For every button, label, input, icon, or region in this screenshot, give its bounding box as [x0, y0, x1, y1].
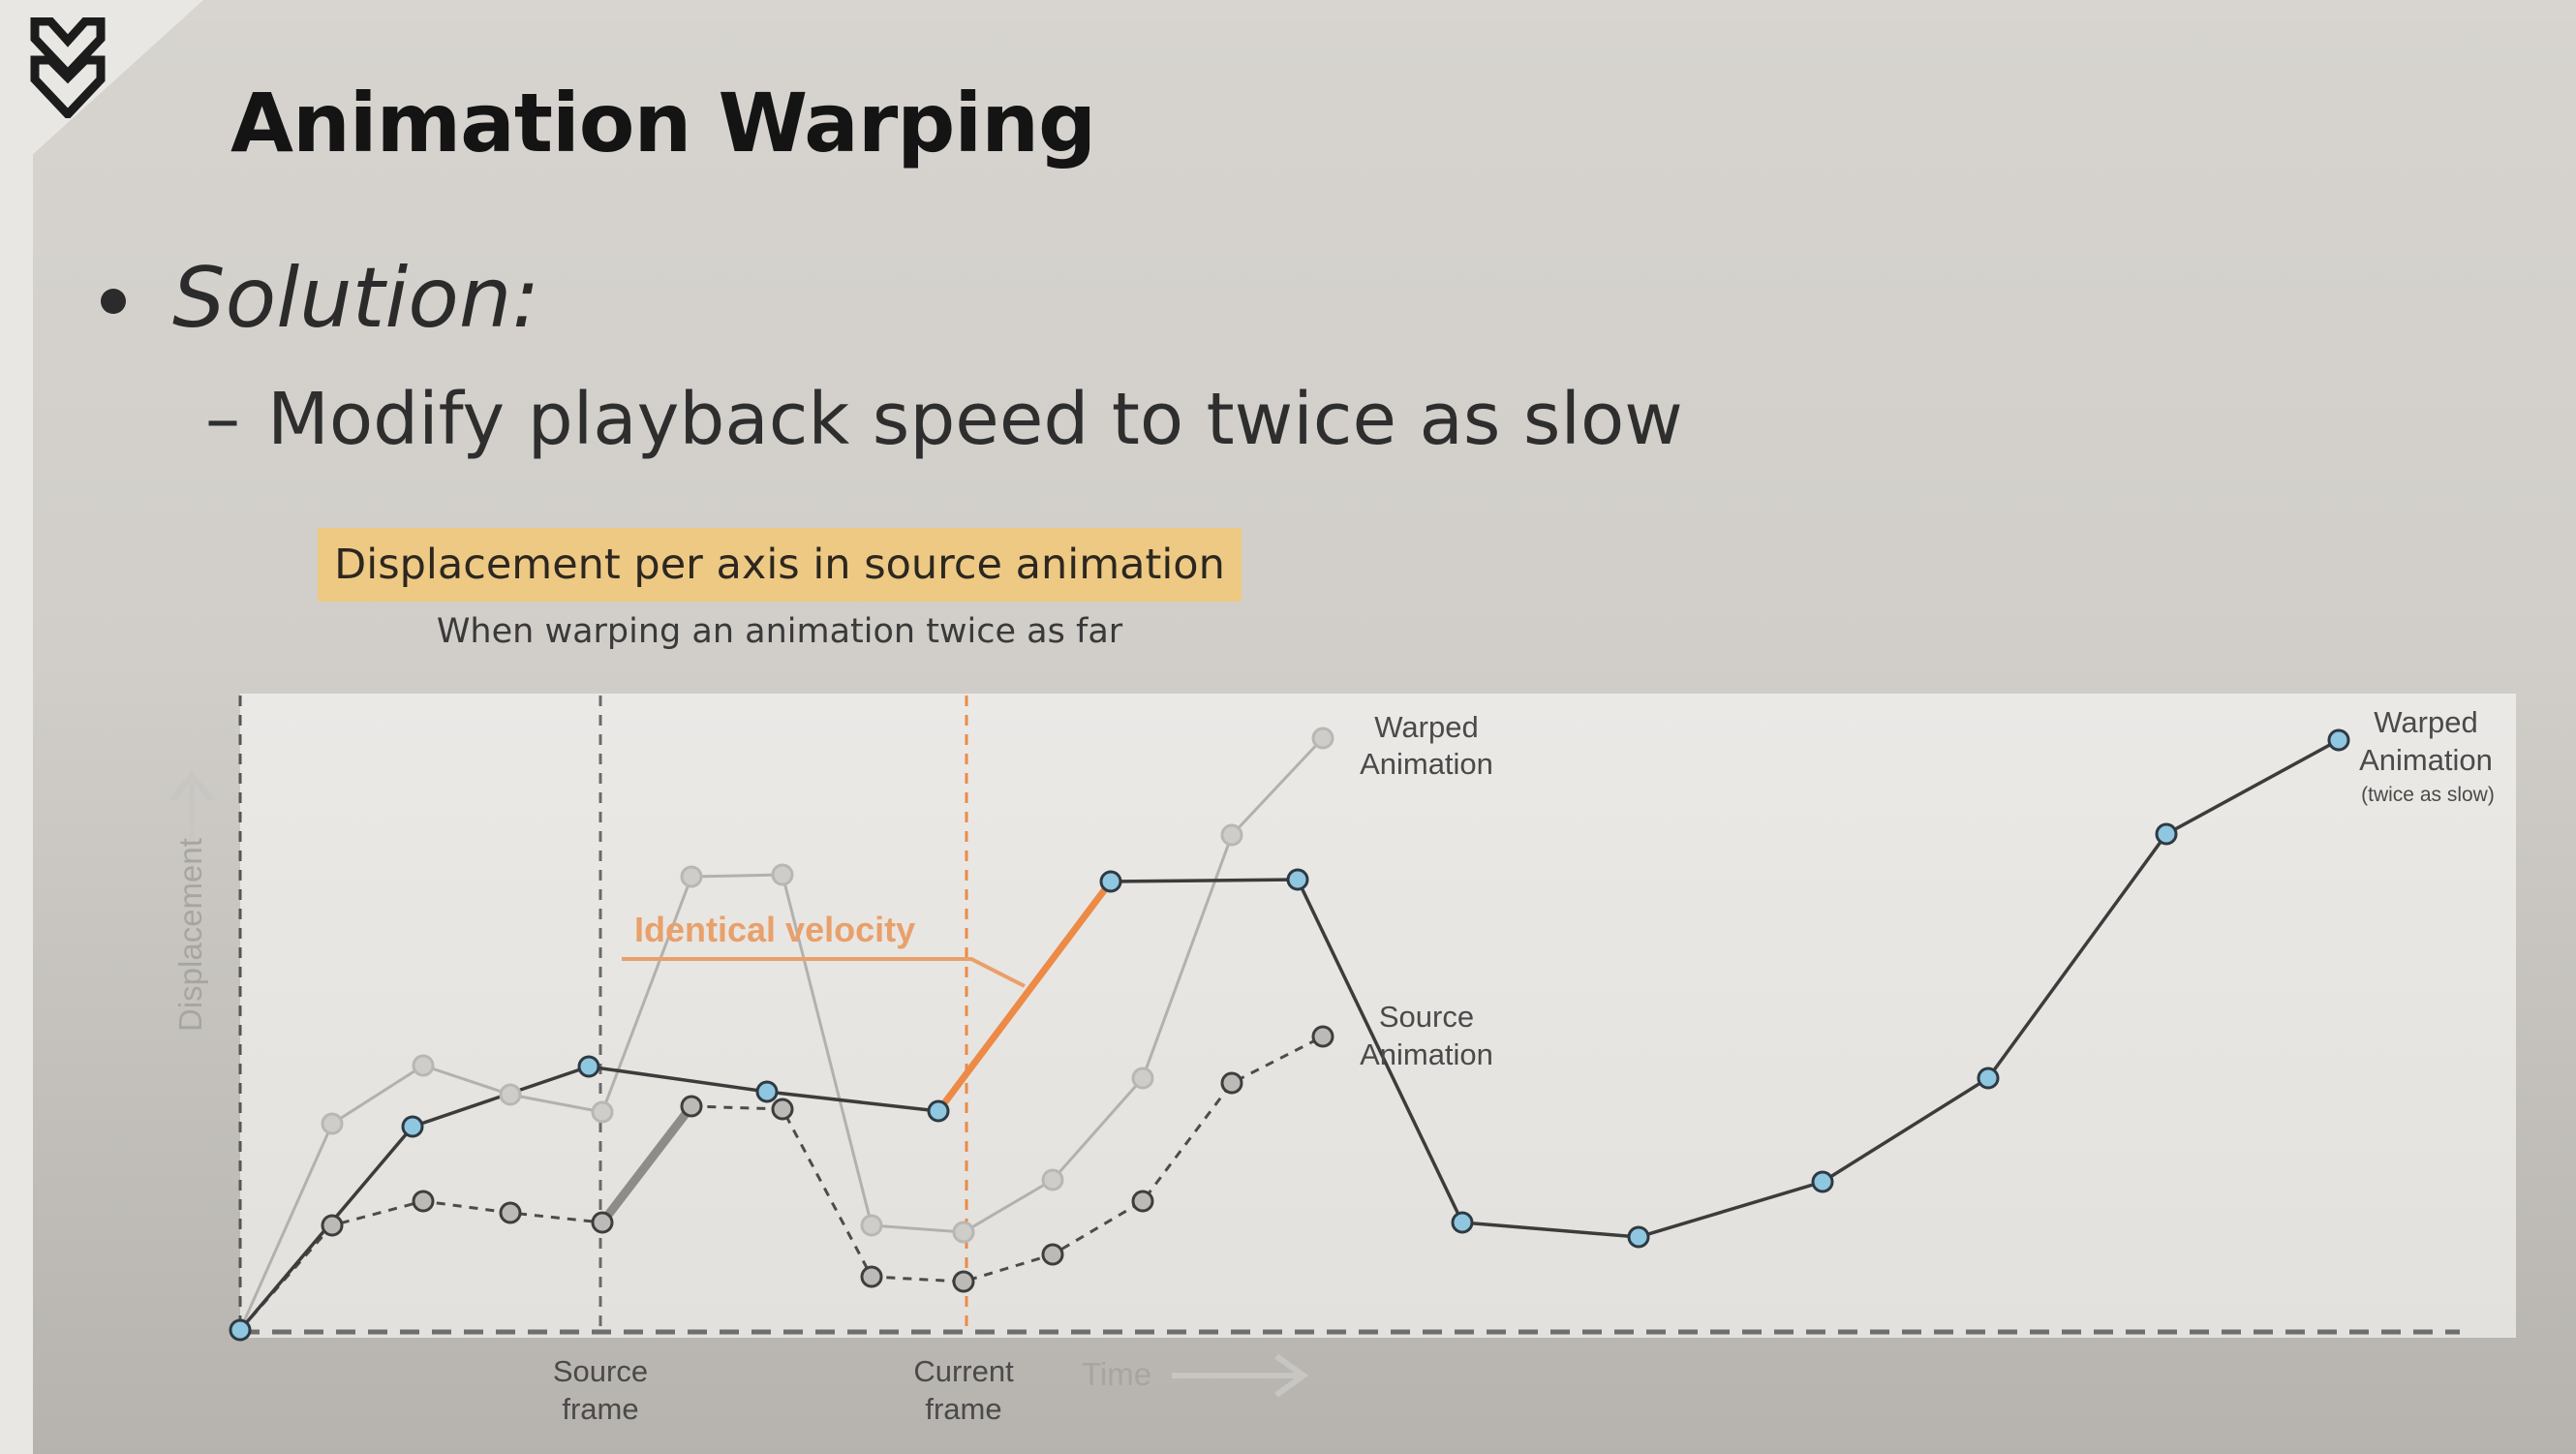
source-point [952, 1270, 975, 1293]
diagram-header: Displacement per axis in source animatio… [318, 528, 1242, 602]
diagram-subheader: When warping an animation twice as far [436, 612, 1123, 651]
current-frame-label-line1: Current [913, 1354, 1014, 1388]
warped-point [1311, 727, 1334, 750]
time-arrow-head-icon [1274, 1353, 1309, 1398]
warped-point [680, 865, 703, 888]
bullet-dot [101, 289, 126, 314]
slow-label-line1: Warped [2374, 705, 2477, 739]
warped-slow-series-points [229, 728, 2350, 1342]
source-point [1311, 1025, 1334, 1048]
y-axis-label: Displacement [172, 838, 208, 1032]
source-frame-label-line1: Source [553, 1354, 648, 1388]
warped-slow-point [577, 1055, 600, 1078]
identical-velocity-leader [622, 957, 1026, 988]
warped-slow-point [1977, 1067, 2000, 1090]
plot-area [240, 694, 2516, 1338]
source-series-line [238, 1035, 1324, 1331]
warped-point [591, 1100, 614, 1124]
current-frame-label-line2: frame [925, 1392, 1001, 1426]
warped-point [321, 1112, 344, 1135]
source-point [860, 1265, 883, 1288]
identical-velocity-label: Identical velocity [634, 910, 915, 949]
warped-label-line1: Warped [1374, 710, 1478, 744]
warped-slow-point [755, 1080, 779, 1103]
warped-slow-point [927, 1099, 950, 1123]
warped-slow-point [1451, 1211, 1474, 1234]
source-point [680, 1095, 703, 1118]
source-label-line1: Source [1379, 1000, 1474, 1034]
displacement-arrow-head-icon [169, 770, 214, 802]
slide-top-border [0, 0, 2576, 21]
source-label-line2: Animation [1360, 1037, 1493, 1071]
slow-label-note: (twice as slow) [2361, 784, 2495, 806]
warped-slow-point [1286, 868, 1309, 891]
sub-bullet-dash: – [205, 378, 240, 459]
source-point [1131, 1190, 1154, 1213]
warped-point [1131, 1067, 1154, 1090]
source-frame-label-line2: frame [562, 1392, 638, 1426]
warped-point [860, 1214, 883, 1237]
warped-slow-point [1627, 1225, 1650, 1249]
logo-icon [30, 17, 106, 118]
source-point [1220, 1071, 1243, 1095]
warped-point [412, 1054, 435, 1077]
warped-point [952, 1221, 975, 1244]
warped-series-points [321, 727, 1334, 1244]
warped-point [499, 1083, 522, 1106]
warped-point [771, 863, 794, 886]
warped-slow-point [2327, 728, 2350, 752]
source-series-points [321, 1025, 1334, 1293]
warped-slow-point [2155, 822, 2178, 846]
warped-slow-point [1811, 1170, 1834, 1193]
source-point [499, 1201, 522, 1224]
bullet-solution: Solution: [172, 250, 540, 347]
slide-left-border [0, 0, 33, 1454]
warped-point [1220, 823, 1243, 847]
warped-slow-series-line [238, 738, 2340, 1332]
slide-title: Animation Warping [230, 76, 1096, 170]
warped-label-line2: Animation [1360, 747, 1493, 781]
source-velocity-segment [598, 1103, 695, 1225]
origin-point [229, 1318, 252, 1342]
source-point [321, 1214, 344, 1237]
source-point [1041, 1243, 1064, 1266]
warped-slow-point [1099, 870, 1122, 893]
x-axis-label: Time [1082, 1356, 1151, 1392]
identical-velocity-segment [935, 879, 1114, 1114]
warped-series-line [238, 736, 1325, 1331]
source-point [771, 1098, 794, 1121]
source-point [591, 1211, 614, 1234]
warped-point [1041, 1168, 1064, 1191]
sub-bullet-text: Modify playback speed to twice as slow [267, 378, 1683, 461]
slow-label-line2: Animation [2359, 743, 2493, 777]
source-point [412, 1190, 435, 1213]
corner-decoration [0, 0, 203, 184]
warped-slow-point [401, 1115, 424, 1138]
